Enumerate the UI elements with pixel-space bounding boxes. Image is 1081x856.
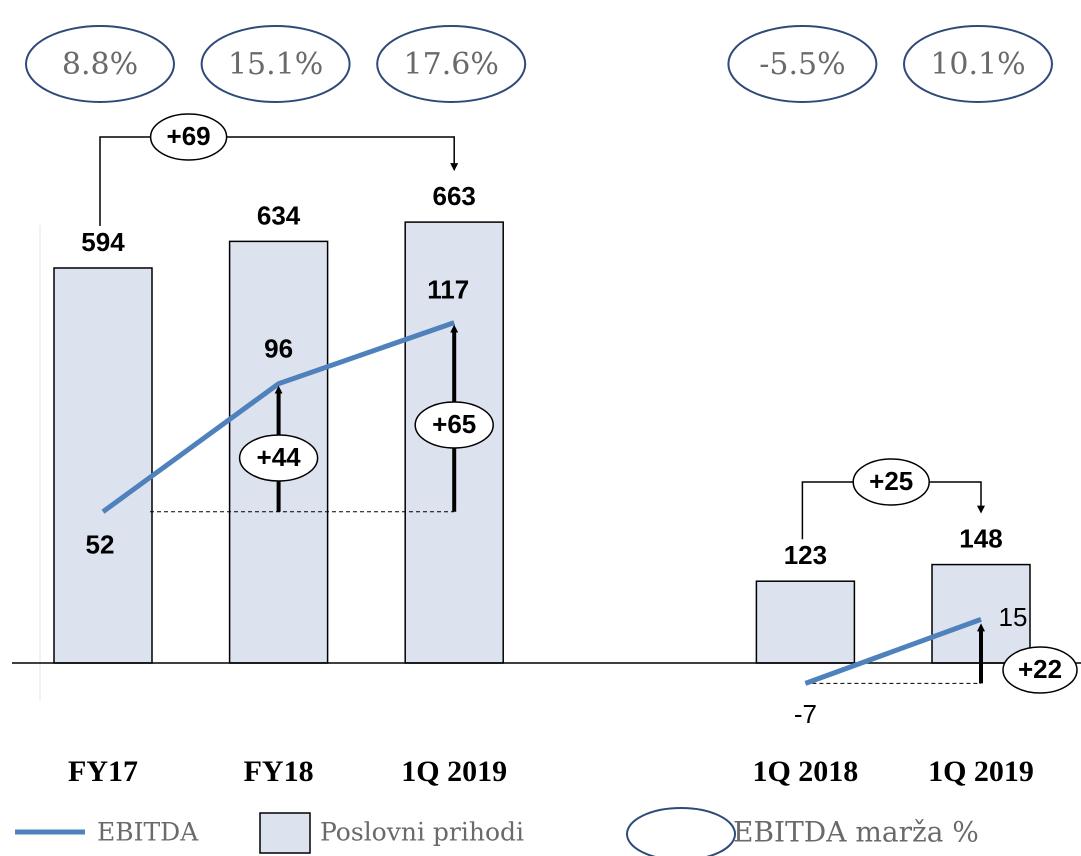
ebitda-line — [101, 320, 982, 686]
change-label: +25 — [869, 466, 913, 496]
change-label: +22 — [1018, 654, 1062, 684]
change-label: +65 — [432, 409, 476, 439]
margin-ellipse — [727, 25, 878, 103]
legend-label: EBITDA marža % — [733, 816, 979, 849]
line-label: 96 — [264, 334, 293, 364]
change-badge — [852, 458, 930, 506]
change-badge — [149, 113, 228, 161]
margin-ellipse — [200, 25, 351, 103]
margin-ellipse — [903, 25, 1053, 103]
change-label: +69 — [167, 121, 211, 151]
x-tick-label: 1Q 2018 — [752, 755, 858, 788]
margin-label: -5.5% — [759, 47, 845, 82]
bar-label: 594 — [81, 227, 125, 257]
margin-label: 17.6% — [404, 47, 499, 82]
x-tick-label: FY17 — [68, 755, 138, 788]
margin-label: 8.8% — [62, 47, 138, 82]
margin-ellipse — [25, 25, 175, 103]
x-tick-label: 1Q 2019 — [928, 755, 1034, 788]
line-label: 52 — [86, 530, 115, 560]
margin-label: 10.1% — [930, 47, 1025, 82]
change-badge — [1002, 646, 1078, 694]
line-label: 117 — [427, 274, 469, 304]
bar-label: 148 — [959, 523, 1002, 553]
change-badge — [414, 401, 494, 449]
bar-label: 634 — [257, 200, 301, 230]
x-tick-label: FY18 — [244, 755, 314, 788]
legend-label: EBITDA — [97, 818, 199, 847]
change-badge — [238, 434, 319, 482]
bar-label: 123 — [784, 540, 827, 570]
margin-label: 15.1% — [228, 47, 323, 82]
bar — [755, 580, 856, 664]
bar-label: 663 — [433, 181, 476, 211]
line-label: -7 — [794, 699, 817, 729]
legend-label: Poslovni prihodi — [320, 818, 524, 847]
margin-ellipse — [376, 25, 527, 103]
legend-swatch — [259, 812, 311, 854]
change-bracket — [99, 136, 459, 226]
bar — [53, 267, 153, 664]
x-tick-label: 1Q 2019 — [401, 755, 507, 788]
change-label: +44 — [257, 442, 302, 472]
legend-swatch — [626, 807, 736, 856]
line-label: 15 — [999, 602, 1028, 632]
